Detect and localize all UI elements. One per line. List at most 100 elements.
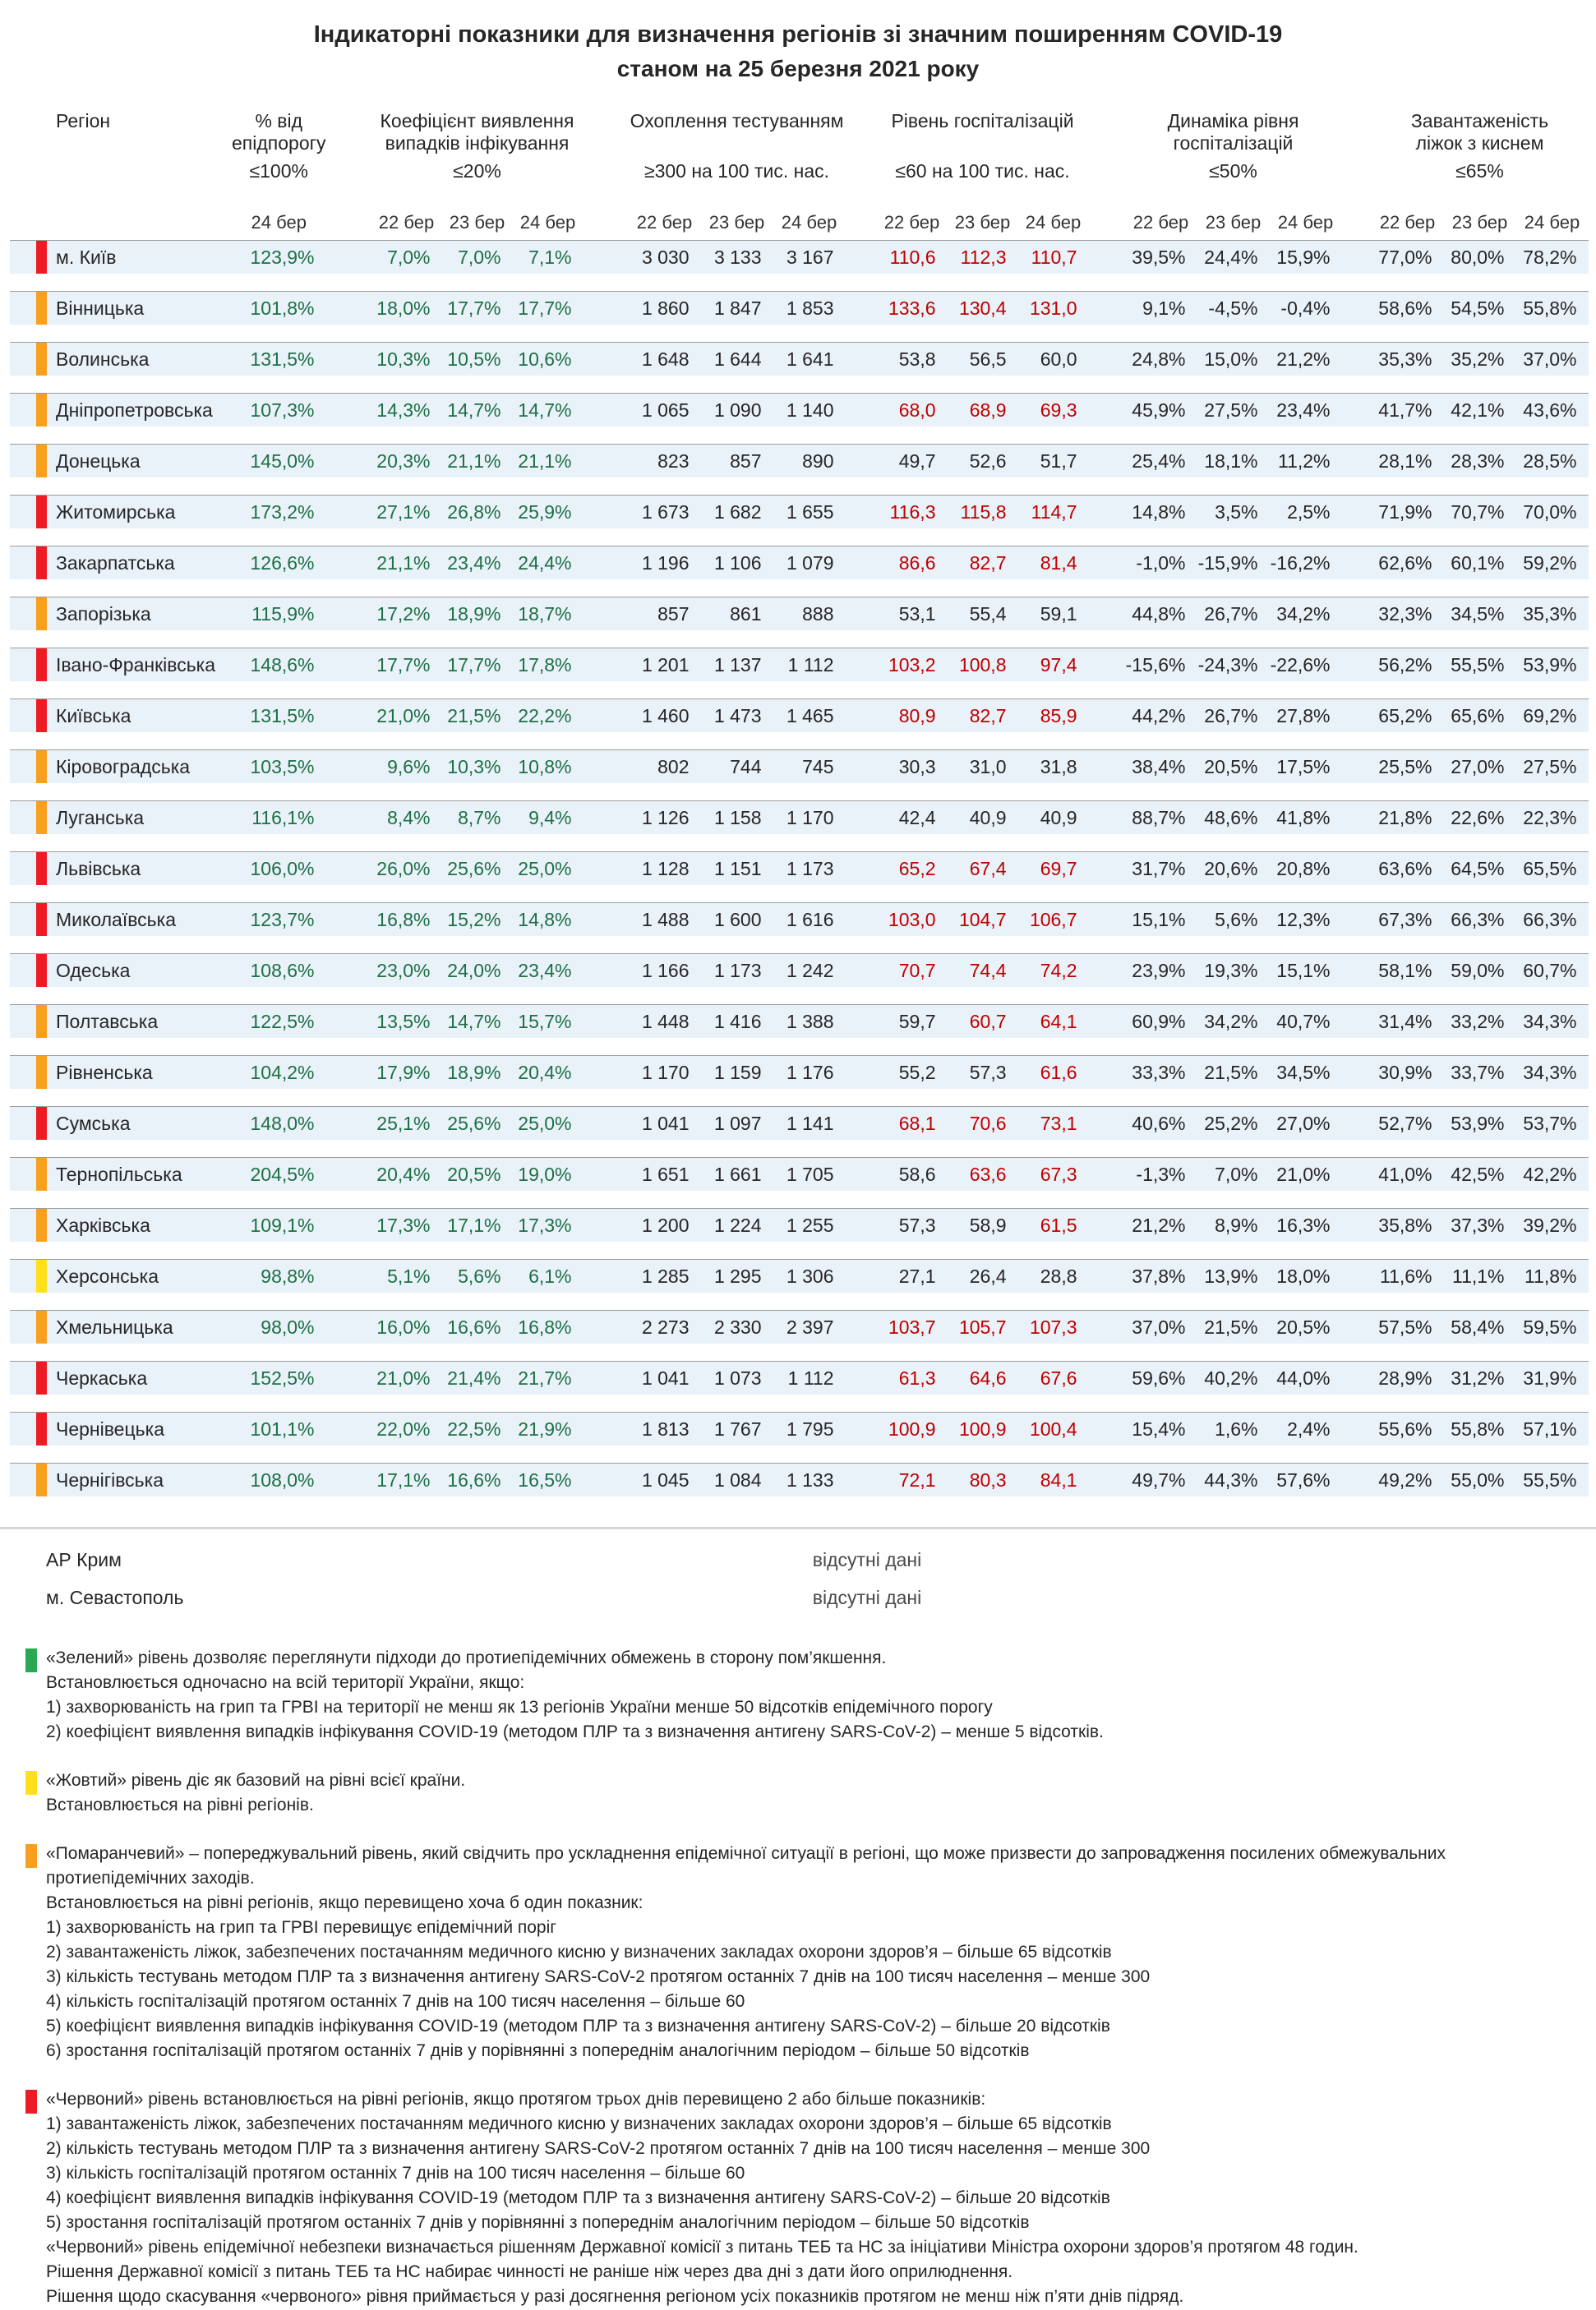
header-date-row: 24 бер 22 бер 23 бер 24 бер 22 бер 23 бе… xyxy=(10,187,1589,241)
group-gap xyxy=(583,1361,629,1395)
row-spacer xyxy=(10,1242,1589,1260)
region-name: Чернівецька xyxy=(56,1418,164,1440)
value-cell: 1 073 xyxy=(700,1361,773,1395)
value-cell: 23,4% xyxy=(512,953,584,987)
group-gap xyxy=(325,800,371,834)
table-row: Київська 131,5% 21,0% 21,5% 22,2% 1 460 1 473 1… xyxy=(10,699,1589,732)
level-marker xyxy=(36,292,47,325)
value-cell: 70,7% xyxy=(1443,495,1516,528)
value-cell: 11,2% xyxy=(1269,444,1342,477)
value-cell: 21,2% xyxy=(1269,342,1342,376)
row-spacer xyxy=(10,987,1589,1005)
value-cell: 1 170 xyxy=(773,800,846,834)
value-cell: 66,3% xyxy=(1515,902,1589,936)
value-cell: 23,4% xyxy=(1269,393,1342,426)
region-name: Миколаївська xyxy=(56,909,177,930)
legend-line: Встановлюється одночасно на всій територ… xyxy=(46,1673,525,1692)
group-gap xyxy=(845,851,877,885)
value-cell: 55,5% xyxy=(1443,648,1516,681)
value-cell: 37,3% xyxy=(1443,1208,1516,1242)
value-cell: 105,7 xyxy=(947,1310,1018,1344)
value-cell: 18,7% xyxy=(512,597,584,630)
group-gap xyxy=(325,1361,371,1395)
value-cell: 84,1 xyxy=(1017,1463,1089,1496)
level-marker xyxy=(36,801,47,834)
region-name: Харківська xyxy=(56,1215,150,1236)
no-data-section: АР Крим відсутні дані м. Севастополь відсут… xyxy=(0,1541,1596,1616)
value-cell: 20,5% xyxy=(1197,749,1270,783)
table-row: Донецька 145,0% 20,3% 21,1% 21,1% 823 857 890 49… xyxy=(10,444,1589,477)
date-label: 23 бер xyxy=(1451,212,1508,233)
table-row: Житомирська 173,2% 27,1% 26,8% 25,9% 1 673 1 6… xyxy=(10,495,1589,528)
value-cell: 82,7 xyxy=(947,546,1018,579)
value-cell: 14,8% xyxy=(1124,495,1197,528)
value-cell: 17,7% xyxy=(441,648,513,681)
value-cell: 21,0% xyxy=(371,699,442,732)
table-row: Вінницька 101,8% 18,0% 17,7% 17,7% 1 860 1 847… xyxy=(10,291,1589,325)
no-data-note: відсутні дані xyxy=(812,1549,922,1570)
group-gap xyxy=(1341,851,1372,885)
group-gap xyxy=(1088,1259,1125,1293)
group-gap xyxy=(1341,597,1372,630)
group-gap xyxy=(583,1208,629,1242)
group-gap xyxy=(1088,1463,1125,1496)
value-cell: 19,3% xyxy=(1197,953,1270,987)
value-cell: 1 648 xyxy=(628,342,701,376)
group-gap xyxy=(583,1004,629,1038)
value-cell: -16,2% xyxy=(1269,546,1342,579)
value-cell: 103,5% xyxy=(232,749,326,783)
value-cell: 18,1% xyxy=(1197,444,1270,477)
value-cell: 1 295 xyxy=(700,1259,773,1293)
group-gap xyxy=(845,444,877,477)
value-cell: 66,3% xyxy=(1443,902,1516,936)
row-spacer xyxy=(10,528,1589,546)
value-cell: 1 673 xyxy=(628,495,701,528)
value-cell: 53,9% xyxy=(1515,648,1589,681)
value-cell: 25,5% xyxy=(1371,749,1444,783)
group-gap xyxy=(845,1004,877,1038)
table-row: Черкаська 152,5% 21,0% 21,4% 21,7% 1 041 1 073… xyxy=(10,1361,1589,1395)
value-cell: 39,2% xyxy=(1515,1208,1589,1242)
value-cell: 107,3 xyxy=(1017,1310,1089,1344)
value-cell: 65,5% xyxy=(1515,851,1589,885)
table-row: Херсонська 98,8% 5,1% 5,6% 6,1% 1 285 1 295 1 3… xyxy=(10,1259,1589,1293)
value-cell: 26,8% xyxy=(441,495,513,528)
group-gap xyxy=(1341,1055,1372,1089)
value-cell: 98,0% xyxy=(232,1310,326,1344)
group-gap xyxy=(583,342,629,376)
group-gap xyxy=(845,393,877,426)
group-gap xyxy=(845,1463,877,1496)
group-gap xyxy=(845,902,877,936)
region-cell: Київська xyxy=(10,699,232,732)
value-cell: 116,3 xyxy=(876,495,948,528)
value-cell: 41,7% xyxy=(1371,393,1444,426)
value-cell: 14,7% xyxy=(512,393,584,426)
value-cell: -1,0% xyxy=(1124,546,1197,579)
group-gap xyxy=(325,597,371,630)
value-cell: 64,1 xyxy=(1017,1004,1089,1038)
row-spacer xyxy=(10,936,1589,954)
region-name: Рівненська xyxy=(56,1062,153,1083)
group-gap xyxy=(583,699,629,732)
value-cell: 9,4% xyxy=(512,800,584,834)
value-cell: 1 151 xyxy=(700,851,773,885)
value-cell: 110,6 xyxy=(876,240,948,274)
table-row: Закарпатська 126,6% 21,1% 23,4% 24,4% 1 196 1 … xyxy=(10,546,1589,579)
group-gap xyxy=(583,749,629,783)
row-spacer xyxy=(10,1445,1589,1464)
group-gap xyxy=(325,495,371,528)
value-cell: 20,5% xyxy=(1269,1310,1342,1344)
value-cell: 18,0% xyxy=(371,291,442,325)
region-name: Київська xyxy=(56,705,131,726)
group-gap xyxy=(583,444,629,477)
group-gap xyxy=(325,342,371,376)
group-gap xyxy=(1088,597,1125,630)
value-cell: 37,8% xyxy=(1124,1259,1197,1293)
group-gap xyxy=(325,1004,371,1038)
legend-block-red: «Червоний» рівень встановлюється на рівн… xyxy=(25,2087,1591,2309)
date-label: 23 бер xyxy=(449,212,505,233)
group-gap xyxy=(583,1157,629,1191)
value-cell: 33,7% xyxy=(1443,1055,1516,1089)
group-gap xyxy=(845,749,877,783)
value-cell: 35,2% xyxy=(1443,342,1516,376)
